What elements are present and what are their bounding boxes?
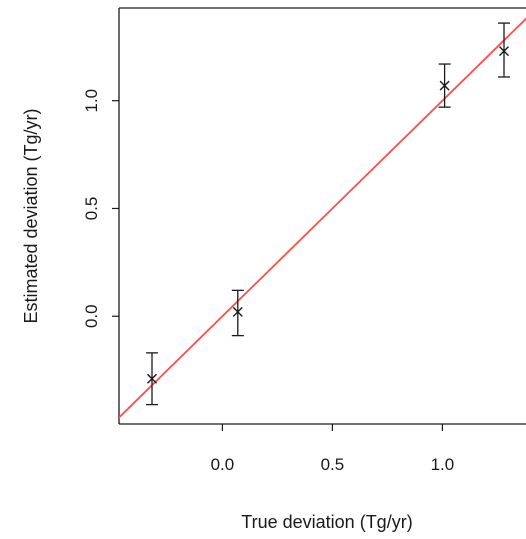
point-marker-stroke — [499, 46, 509, 57]
y-tick-label: 1.0 — [82, 89, 101, 113]
y-tick-label: 0.5 — [82, 197, 101, 221]
points-layer — [147, 46, 509, 384]
data-point — [232, 306, 243, 317]
x-axis-title: True deviation (Tg/yr) — [241, 512, 412, 532]
axes — [118, 7, 526, 425]
y-tick-label: 0.0 — [82, 304, 101, 328]
point-marker-stroke — [232, 306, 243, 317]
x-tick-label: 1.0 — [431, 455, 455, 474]
point-marker-stroke — [147, 373, 157, 384]
reference-line-layer — [119, 17, 526, 419]
data-point — [147, 373, 157, 384]
y-axis-title: Estimated deviation (Tg/yr) — [21, 108, 41, 323]
reference-line — [119, 17, 526, 419]
errorbars-layer — [146, 22, 510, 406]
errorbar — [498, 22, 510, 78]
x-tick-label: 0.0 — [211, 455, 235, 474]
x-tick-label: 0.5 — [321, 455, 345, 474]
data-point — [499, 46, 509, 57]
data-point — [439, 80, 450, 91]
errorbar — [231, 289, 244, 337]
point-marker-stroke — [439, 80, 450, 91]
ticks-layer: 0.0 0.5 1.0 0.0 0.5 1.0 — [82, 89, 454, 474]
